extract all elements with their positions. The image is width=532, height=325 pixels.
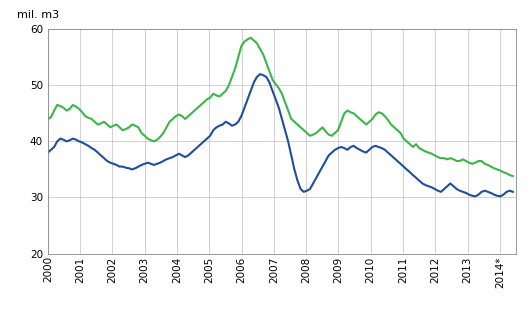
- Building starts: [257, 72, 263, 76]
- Building permits granted: [510, 174, 516, 178]
- Building permits granted: [247, 36, 254, 40]
- Building starts: [510, 190, 516, 194]
- Line: Building starts: Building starts: [48, 74, 513, 196]
- Building permits granted: [229, 75, 235, 79]
- Building starts: [369, 145, 376, 149]
- Building starts: [229, 124, 235, 128]
- Building permits granted: [45, 117, 51, 121]
- Building starts: [310, 181, 317, 185]
- Building starts: [197, 142, 204, 146]
- Building permits granted: [291, 120, 297, 124]
- Building starts: [472, 194, 479, 198]
- Building permits granted: [431, 153, 438, 157]
- Building permits granted: [369, 117, 376, 121]
- Building permits granted: [310, 133, 317, 136]
- Line: Building permits granted: Building permits granted: [48, 38, 513, 176]
- Building permits granted: [197, 103, 204, 107]
- Building starts: [431, 187, 438, 191]
- Building starts: [45, 151, 51, 155]
- Text: mil. m3: mil. m3: [18, 10, 60, 20]
- Building starts: [291, 167, 297, 171]
